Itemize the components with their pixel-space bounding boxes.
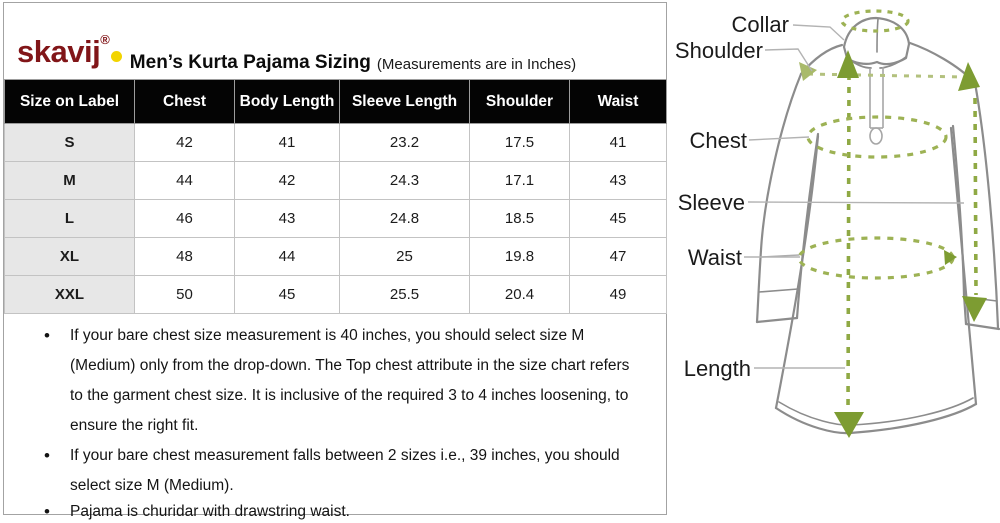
diagram-labels: Collar Shoulder Chest Sleeve Waist Lengt…: [675, 12, 789, 381]
measurement-cell: 42: [234, 161, 340, 200]
button-loop: [869, 127, 883, 145]
sleeve-leader-line: [747, 201, 965, 204]
measurement-cell: 44: [134, 161, 235, 200]
measurement-cell: 24.8: [339, 199, 470, 238]
chest-leader-line: [748, 136, 810, 141]
note-item: If your bare chest size measurement is 4…: [4, 321, 666, 441]
size-label-cell: S: [4, 123, 135, 162]
diagram-label-chest: Chest: [690, 128, 747, 153]
sleeve-measure-line: [973, 97, 978, 296]
brand-dot-icon: [110, 51, 122, 62]
diagram-label-waist: Waist: [688, 245, 742, 270]
sizing-panel: skavij® Men’s Kurta Pajama Sizing (Measu…: [3, 2, 667, 523]
page-title: Men’s Kurta Pajama Sizing: [129, 52, 371, 73]
collar-leader-line: [792, 24, 845, 41]
measurement-cell: 23.2: [339, 123, 470, 162]
chest-measure-line: [806, 115, 948, 159]
kurta-outline: [755, 16, 1000, 435]
size-label-cell: XXL: [4, 275, 135, 314]
column-header: Shoulder: [469, 79, 570, 124]
diagram-label-length: Length: [684, 356, 751, 381]
kurta-measurement-diagram: Collar Shoulder Chest Sleeve Waist Lengt…: [668, 0, 1000, 519]
measurement-cell: 41: [234, 123, 340, 162]
measurement-cell: 50: [134, 275, 235, 314]
measurement-cell: 17.5: [469, 123, 570, 162]
arrow-waist-icon: [944, 250, 957, 265]
header-row: skavij® Men’s Kurta Pajama Sizing (Measu…: [17, 3, 662, 78]
measurement-cell: 44: [234, 237, 340, 276]
table-row: M 44 42 24.3 17.1 43: [4, 161, 667, 200]
column-header: Waist: [569, 79, 667, 124]
table-row: L 46 43 24.8 18.5 45: [4, 199, 667, 238]
note-item: If your bare chest measurement falls bet…: [4, 441, 666, 501]
arrow-sleeve-top-icon: [958, 62, 980, 91]
measurement-arrows: [799, 50, 987, 438]
column-header: Chest: [134, 79, 235, 124]
size-label-cell: XL: [4, 237, 135, 276]
sizing-notes: If your bare chest size measurement is 4…: [4, 321, 666, 523]
measurement-cell: 24.3: [339, 161, 470, 200]
measurement-cell: 43: [234, 199, 340, 238]
measurement-cell: 45: [569, 199, 667, 238]
size-label-cell: L: [4, 199, 135, 238]
measurement-cell: 47: [569, 237, 667, 276]
shoulder-leader-line: [764, 48, 813, 72]
arrow-shoulder-left-icon: [799, 62, 817, 81]
measurement-cell: 25.5: [339, 275, 470, 314]
table-row: S 42 41 23.2 17.5 41: [4, 123, 667, 162]
table-row: XXL 50 45 25.5 20.4 49: [4, 275, 667, 314]
collar-measure-line: [840, 9, 910, 33]
placket-outline: [869, 67, 884, 145]
brand-name: skavij: [17, 34, 101, 69]
measurement-cell: 17.1: [469, 161, 570, 200]
measurement-cell: 25: [339, 237, 470, 276]
arrow-sleeve-bottom-icon: [962, 296, 987, 322]
diagram-label-shoulder: Shoulder: [675, 38, 763, 63]
measurement-cell: 19.8: [469, 237, 570, 276]
registered-trademark-icon: ®: [100, 32, 110, 47]
brand-logo: skavij®: [17, 33, 122, 67]
measurement-cell: 42: [134, 123, 235, 162]
column-header: Sleeve Length: [339, 79, 470, 124]
arrow-up-icon: [837, 50, 859, 78]
units-note: (Measurements are in Inches): [376, 56, 577, 73]
column-header: Size on Label: [4, 79, 135, 124]
diagram-label-collar: Collar: [732, 12, 789, 37]
diagram-label-sleeve: Sleeve: [678, 190, 745, 215]
length-measure-line: [846, 73, 851, 415]
measurement-cell: 43: [569, 161, 667, 200]
note-item: Pajama is churidar with drawstring waist…: [4, 501, 666, 523]
size-label-cell: M: [4, 161, 135, 200]
measurement-cell: 41: [569, 123, 667, 162]
table-header-row: Size on Label Chest Body Length Sleeve L…: [4, 79, 667, 124]
measurement-cell: 46: [134, 199, 235, 238]
size-table: Size on Label Chest Body Length Sleeve L…: [4, 79, 667, 314]
column-header: Body Length: [234, 79, 340, 124]
shoulder-measure-line: [807, 72, 967, 79]
measurement-cell: 20.4: [469, 275, 570, 314]
measurement-cell: 45: [234, 275, 340, 314]
measurement-lines: [797, 9, 978, 415]
arrow-down-icon: [834, 412, 864, 438]
measurement-cell: 49: [569, 275, 667, 314]
table-row: XL 48 44 25 19.8 47: [4, 237, 667, 276]
measurement-cell: 48: [134, 237, 235, 276]
measurement-cell: 18.5: [469, 199, 570, 238]
leader-lines: [744, 24, 965, 369]
waist-measure-line: [797, 236, 955, 280]
